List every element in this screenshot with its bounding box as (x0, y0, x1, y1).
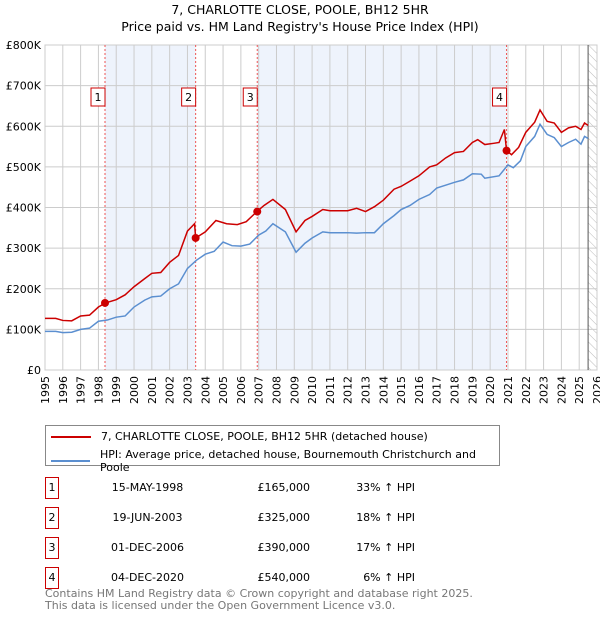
x-tick-label: 2020 (484, 376, 497, 404)
sale-point (191, 233, 200, 242)
x-tick-label: 1997 (75, 376, 88, 404)
footer-line-2: This data is licensed under the Open Gov… (45, 598, 396, 612)
x-tick-label: 2019 (466, 376, 479, 404)
sale-point (502, 146, 511, 155)
y-tick-label: £0 (27, 364, 41, 377)
x-tick-label: 2015 (395, 376, 408, 404)
y-tick-label: £100K (6, 323, 42, 336)
sale-label-box (242, 87, 258, 107)
x-tick-label: 2016 (413, 376, 426, 404)
sale-label: 4 (496, 91, 503, 104)
hpi-line (45, 122, 589, 334)
y-tick-label: £400K (6, 202, 42, 215)
sale-price: £390,000 (257, 541, 311, 554)
x-tick-label: 2017 (431, 376, 444, 404)
y-tick-label: £700K (6, 80, 42, 93)
chart-title: 7, CHARLOTTE CLOSE, POOLE, BH12 5HR (171, 2, 429, 17)
sale-number-badge: 2 (45, 507, 59, 529)
sale-row: 4 04-DEC-2020 £540,000 6% ↑ HPI (45, 567, 445, 589)
price-chart: 1995 1996 1997 1998 1999 2000 2001 2002 2003 2004… (6, 39, 600, 404)
x-tick-label: 1998 (92, 376, 105, 404)
chart-subtitle: Price paid vs. HM Land Registry's House … (121, 19, 479, 34)
sale-date: 15-MAY-1998 (111, 481, 184, 494)
sale-hpi-diff: 17% ↑ HPI (356, 541, 415, 554)
x-tick-label: 2001 (146, 376, 159, 404)
sale-hpi-diff: 33% ↑ HPI (356, 481, 415, 494)
sale-label: 2 (185, 91, 192, 104)
sale-price: £540,000 (257, 571, 311, 584)
sale-hpi-diff: 6% ↑ HPI (363, 571, 415, 584)
x-tick-label: 2023 (538, 376, 551, 404)
sale-number-badge: 3 (45, 537, 59, 559)
x-tick-label: 2009 (288, 376, 301, 404)
y-tick-label: £800K (6, 39, 42, 52)
legend-swatch-hpi (51, 460, 91, 462)
x-tick-label: 1995 (39, 376, 52, 404)
y-tick-label: £200K (6, 283, 42, 296)
x-tick-label: 2005 (217, 376, 230, 404)
property-price-line (45, 108, 589, 322)
sale-number-badge: 4 (45, 567, 59, 589)
sale-date: 01-DEC-2006 (110, 541, 185, 554)
sale-label: 1 (95, 91, 102, 104)
x-tick-label: 2011 (324, 376, 337, 404)
sale-date: 19-JUN-2003 (112, 511, 183, 524)
sale-row: 1 15-MAY-1998 £165,000 33% ↑ HPI (45, 477, 445, 499)
sale-label: 3 (247, 91, 254, 104)
x-tick-label: 2010 (306, 376, 319, 404)
y-tick-label: £300K (6, 242, 42, 255)
x-tick-label: 2000 (128, 376, 141, 404)
legend-label-hpi: HPI: Average price, detached house, Bour… (100, 448, 476, 474)
footer: Contains HM Land Registry data © Crown c… (45, 588, 473, 611)
x-tick-label: 2014 (377, 376, 390, 404)
x-tick-label: 2012 (342, 376, 355, 404)
sale-label-box (181, 87, 197, 107)
y-tick-label: £500K (6, 161, 42, 174)
sale-label-box (492, 87, 508, 107)
legend-label-property: 7, CHARLOTTE CLOSE, POOLE, BH12 5HR (det… (101, 430, 428, 443)
y-tick-label: £600K (6, 120, 42, 133)
x-tick-label: 2021 (502, 376, 515, 404)
footer-line-1: Contains HM Land Registry data © Crown c… (45, 587, 473, 600)
x-tick-label: 2003 (181, 376, 194, 404)
x-tick-label: 1996 (57, 376, 70, 404)
x-tick-label: 2006 (235, 376, 248, 404)
x-tick-label: 2024 (555, 376, 568, 404)
sale-row: 2 19-JUN-2003 £325,000 18% ↑ HPI (45, 507, 445, 529)
x-tick-label: 2026 (591, 376, 600, 404)
legend: 7, CHARLOTTE CLOSE, POOLE, BH12 5HR (det… (45, 425, 500, 474)
x-tick-label: 2022 (520, 376, 533, 404)
sale-hpi-diff: 18% ↑ HPI (356, 511, 415, 524)
sale-label-box (90, 87, 106, 107)
x-tick-label: 2013 (360, 376, 373, 404)
sale-number-badge: 1 (45, 477, 59, 499)
x-tick-label: 2002 (164, 376, 177, 404)
x-tick-label: 2018 (449, 376, 462, 404)
sale-price: £325,000 (257, 511, 311, 524)
sale-row: 3 01-DEC-2006 £390,000 17% ↑ HPI (45, 537, 445, 559)
sale-price: £165,000 (257, 481, 311, 494)
x-tick-label: 2004 (199, 376, 212, 404)
x-tick-label: 2007 (253, 376, 266, 404)
sale-point (101, 298, 110, 307)
sale-date: 04-DEC-2020 (110, 571, 185, 584)
x-tick-label: 2025 (573, 376, 586, 404)
sale-point (253, 207, 262, 216)
x-tick-label: 1999 (110, 376, 123, 404)
x-tick-label: 2008 (270, 376, 283, 404)
plot-frame (44, 44, 598, 371)
legend-swatch-property (51, 435, 91, 438)
